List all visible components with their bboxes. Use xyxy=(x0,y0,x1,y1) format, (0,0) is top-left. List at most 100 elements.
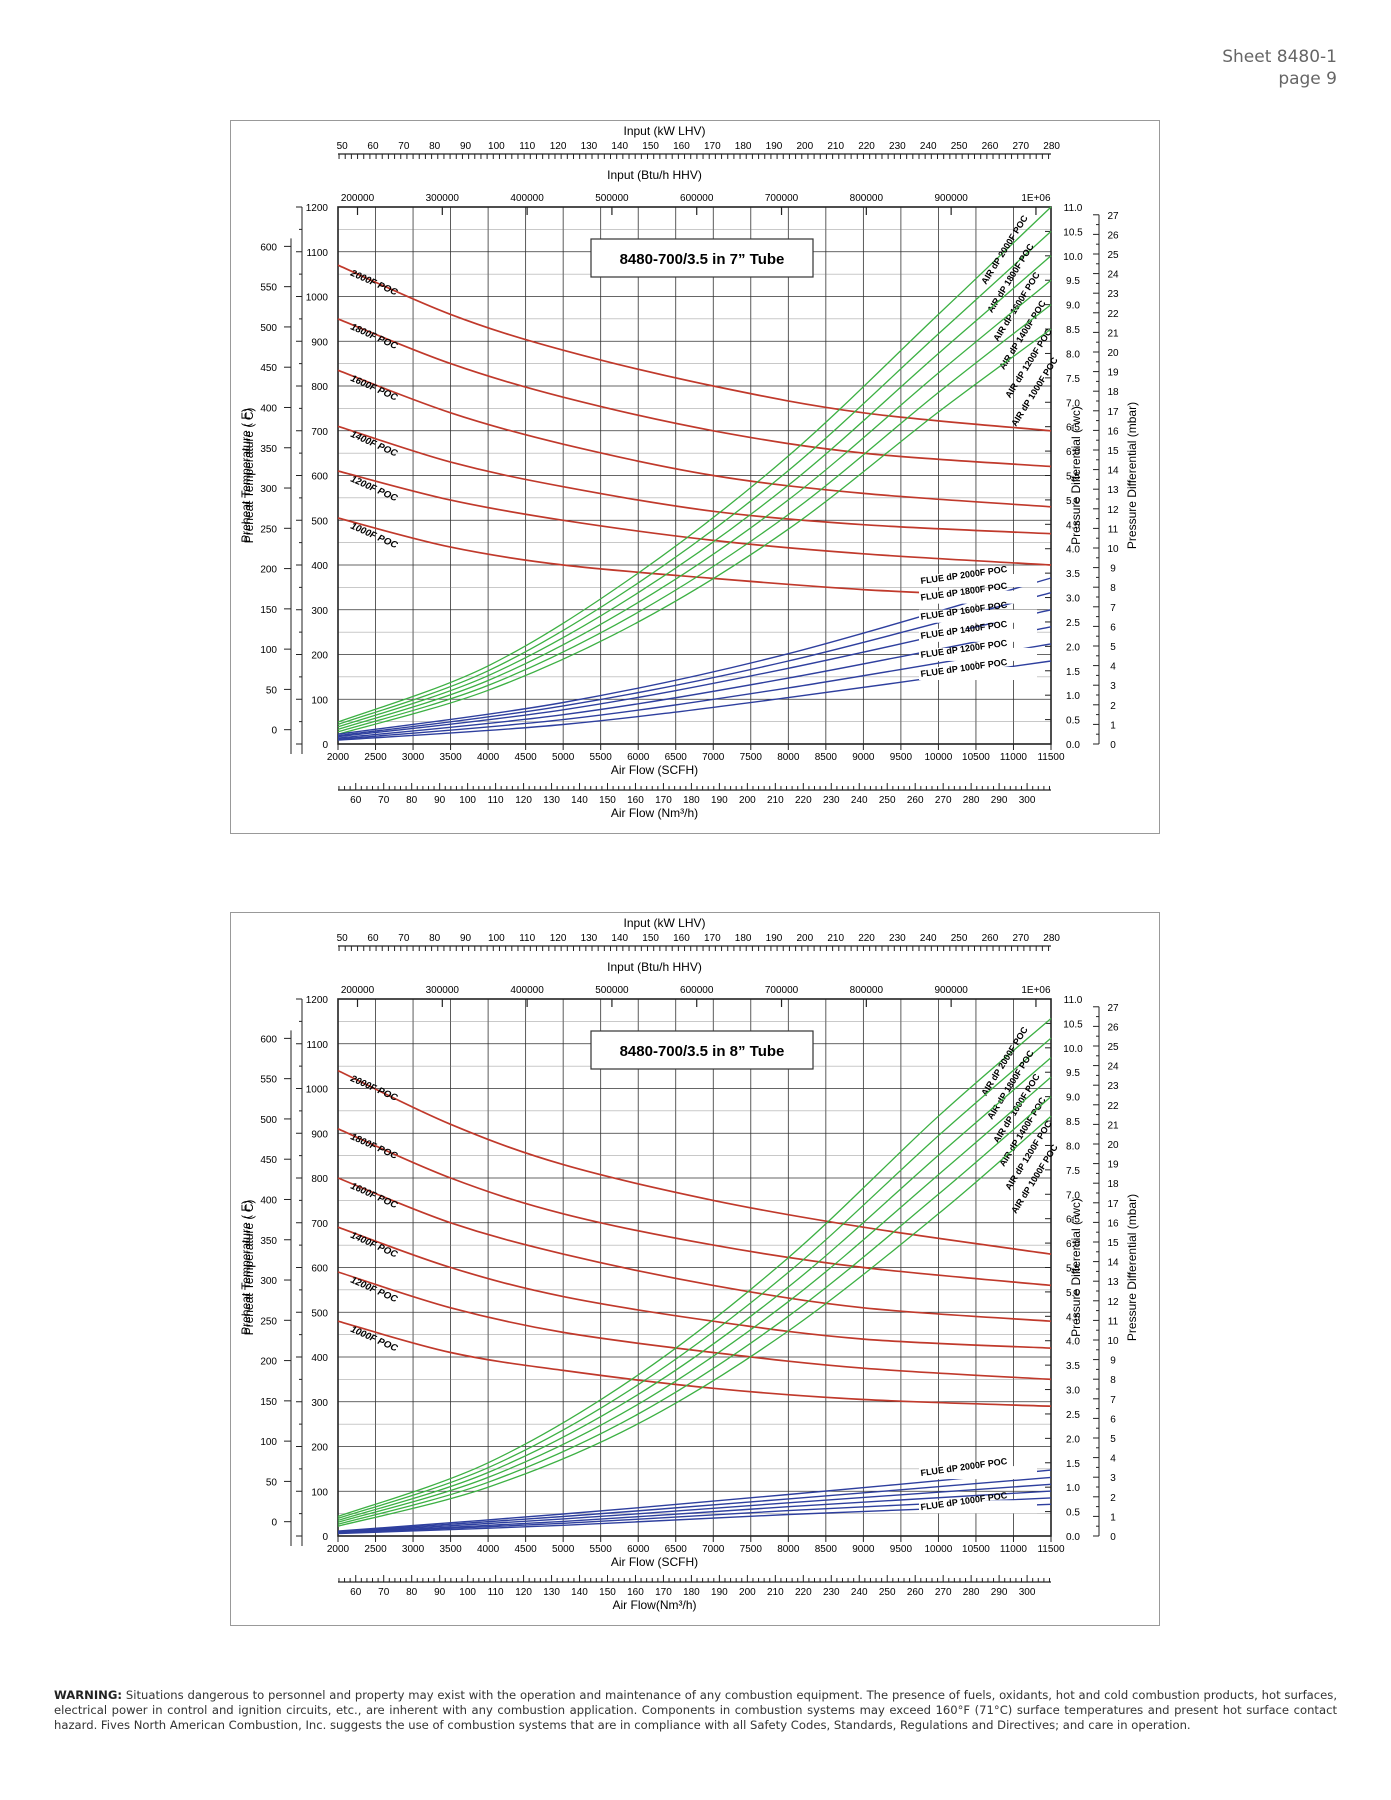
mbar-tick-label: 1 xyxy=(1110,720,1116,731)
wc-tick-label: 3.5 xyxy=(1066,569,1080,580)
kw-tick-label: 280 xyxy=(1043,933,1060,944)
btu-tick-label: 600000 xyxy=(680,193,714,204)
wc-tick-label: 6.5 xyxy=(1066,1215,1080,1226)
nm3-tick-label: 80 xyxy=(406,795,418,806)
btu-axis-title: Input (Btu/h HHV) xyxy=(607,960,702,974)
f-tick-label: 500 xyxy=(311,1308,328,1319)
kw-tick-label: 140 xyxy=(611,933,628,944)
chart-title: 8480-700/3.5 in 7” Tube xyxy=(620,251,785,268)
chart-7in-tube: 2000 2500 3000 3500 4000 4500 5000 5500 6000 6500… xyxy=(230,120,1160,834)
mbar-tick-label: 19 xyxy=(1107,368,1119,379)
x-tick-label: 4500 xyxy=(515,752,538,763)
f-tick-label: 600 xyxy=(311,1264,328,1275)
wc-tick-label: 5.0 xyxy=(1066,1288,1080,1299)
x-tick-label: 2000 xyxy=(327,1544,350,1555)
preheat-curve-label: 1000F POC xyxy=(349,1324,399,1355)
kw-tick-label: 100 xyxy=(488,141,505,152)
kw-tick-label: 80 xyxy=(429,141,441,152)
f-tick-label: 700 xyxy=(311,427,328,438)
nm3-tick-label: 100 xyxy=(459,795,476,806)
x-tick-label: 9500 xyxy=(890,1544,913,1555)
kw-tick-label: 160 xyxy=(673,141,690,152)
mbar-tick-label: 0 xyxy=(1110,1532,1116,1543)
nm3-tick-label: 200 xyxy=(739,795,756,806)
mbar-tick-label: 9 xyxy=(1110,1356,1116,1367)
flue-dp-label-bg xyxy=(919,628,1037,642)
mbar-tick-label: 10 xyxy=(1107,544,1119,555)
kw-tick-label: 150 xyxy=(642,933,659,944)
x-tick-label: 10000 xyxy=(925,752,953,763)
nm3-tick-label: 280 xyxy=(963,1587,980,1598)
c-tick-label: 550 xyxy=(260,283,277,294)
c-axis-title: Preheat Temperature ( C) xyxy=(242,1200,256,1336)
nm3-tick-label: 240 xyxy=(851,795,868,806)
f-tick-label: 400 xyxy=(311,561,328,572)
mbar-tick-label: 13 xyxy=(1107,485,1119,496)
c-tick-label: 600 xyxy=(260,1034,277,1045)
preheat-curve-label: 1600F POC xyxy=(349,373,399,404)
kw-tick-label: 70 xyxy=(398,141,410,152)
wc-tick-label: 8.0 xyxy=(1066,1141,1080,1152)
preheat-curve xyxy=(337,1069,1052,1255)
x-tick-label: 4500 xyxy=(515,1544,538,1555)
f-tick-label: 100 xyxy=(311,695,328,706)
mbar-tick-label: 8 xyxy=(1110,583,1116,594)
air-dp-curve xyxy=(337,230,1052,726)
nm3-tick-label: 300 xyxy=(1019,795,1036,806)
preheat-curve xyxy=(337,1177,1052,1323)
f-axis-title: Preheat Temperature ( F) xyxy=(239,1200,253,1335)
nm3-tick-label: 90 xyxy=(434,795,446,806)
kw-tick-label: 180 xyxy=(735,141,752,152)
btu-tick-label: 800000 xyxy=(850,985,884,996)
kw-tick-label: 280 xyxy=(1043,141,1060,152)
kw-tick-label: 220 xyxy=(858,933,875,944)
mbar-tick-label: 20 xyxy=(1107,1140,1119,1151)
c-tick-label: 600 xyxy=(260,242,277,253)
chart-8in-tube: 2000 2500 3000 3500 4000 4500 5000 5500 6000 6500… xyxy=(230,912,1160,1626)
nm3-tick-label: 60 xyxy=(350,1587,362,1598)
flue-dp-curve xyxy=(337,1476,1052,1533)
wc-tick-label: 5.0 xyxy=(1066,496,1080,507)
kw-axis-title: Input (kW LHV) xyxy=(623,124,705,138)
f-tick-label: 1100 xyxy=(306,1040,328,1051)
f-axis-title: Preheat Temperature ( F) xyxy=(239,408,253,543)
x-tick-label: 4000 xyxy=(477,752,500,763)
nm3-tick-label: 90 xyxy=(434,1587,446,1598)
kw-tick-label: 230 xyxy=(889,933,906,944)
nm3-tick-label: 210 xyxy=(767,1587,784,1598)
x-tick-label: 2000 xyxy=(327,752,350,763)
preheat-curve xyxy=(337,1320,1052,1408)
wc-tick-label: 9.0 xyxy=(1066,1093,1080,1104)
kw-tick-label: 160 xyxy=(673,933,690,944)
c-tick-label: 200 xyxy=(260,1357,277,1368)
wc-tick-label: 4.5 xyxy=(1066,520,1080,531)
wc-tick-label: 9.5 xyxy=(1066,1068,1080,1079)
c-tick-label: 0 xyxy=(271,1518,277,1529)
btu-tick-label: 400000 xyxy=(510,193,544,204)
kw-tick-label: 80 xyxy=(429,933,441,944)
wc-tick-label: 10.5 xyxy=(1063,227,1083,238)
nm3-tick-label: 270 xyxy=(935,1587,952,1598)
btu-tick-label: 800000 xyxy=(850,193,884,204)
c-tick-label: 500 xyxy=(260,323,277,334)
kw-tick-label: 120 xyxy=(550,933,567,944)
nm3-tick-label: 260 xyxy=(907,1587,924,1598)
kw-tick-label: 260 xyxy=(982,141,999,152)
preheat-curve-label: 1200F POC xyxy=(349,474,399,505)
x-tick-label: 5500 xyxy=(590,1544,613,1555)
x-tick-label: 11500 xyxy=(1037,752,1065,763)
kw-tick-label: 60 xyxy=(367,141,379,152)
mbar-tick-label: 17 xyxy=(1107,407,1119,418)
wc-tick-label: 3.0 xyxy=(1066,594,1080,605)
x-tick-label: 3000 xyxy=(402,1544,425,1555)
air-dp-curve xyxy=(337,1115,1052,1527)
kw-tick-label: 150 xyxy=(642,141,659,152)
nm3-axis-title: Air Flow (Nm³/h) xyxy=(611,806,698,820)
mbar-tick-label: 14 xyxy=(1107,1258,1119,1269)
kw-tick-label: 210 xyxy=(827,141,844,152)
c-tick-label: 250 xyxy=(260,1316,277,1327)
kw-tick-label: 140 xyxy=(611,141,628,152)
kw-tick-label: 50 xyxy=(337,141,349,152)
x-tick-label: 10500 xyxy=(962,1544,990,1555)
mbar-tick-label: 4 xyxy=(1110,1454,1116,1465)
